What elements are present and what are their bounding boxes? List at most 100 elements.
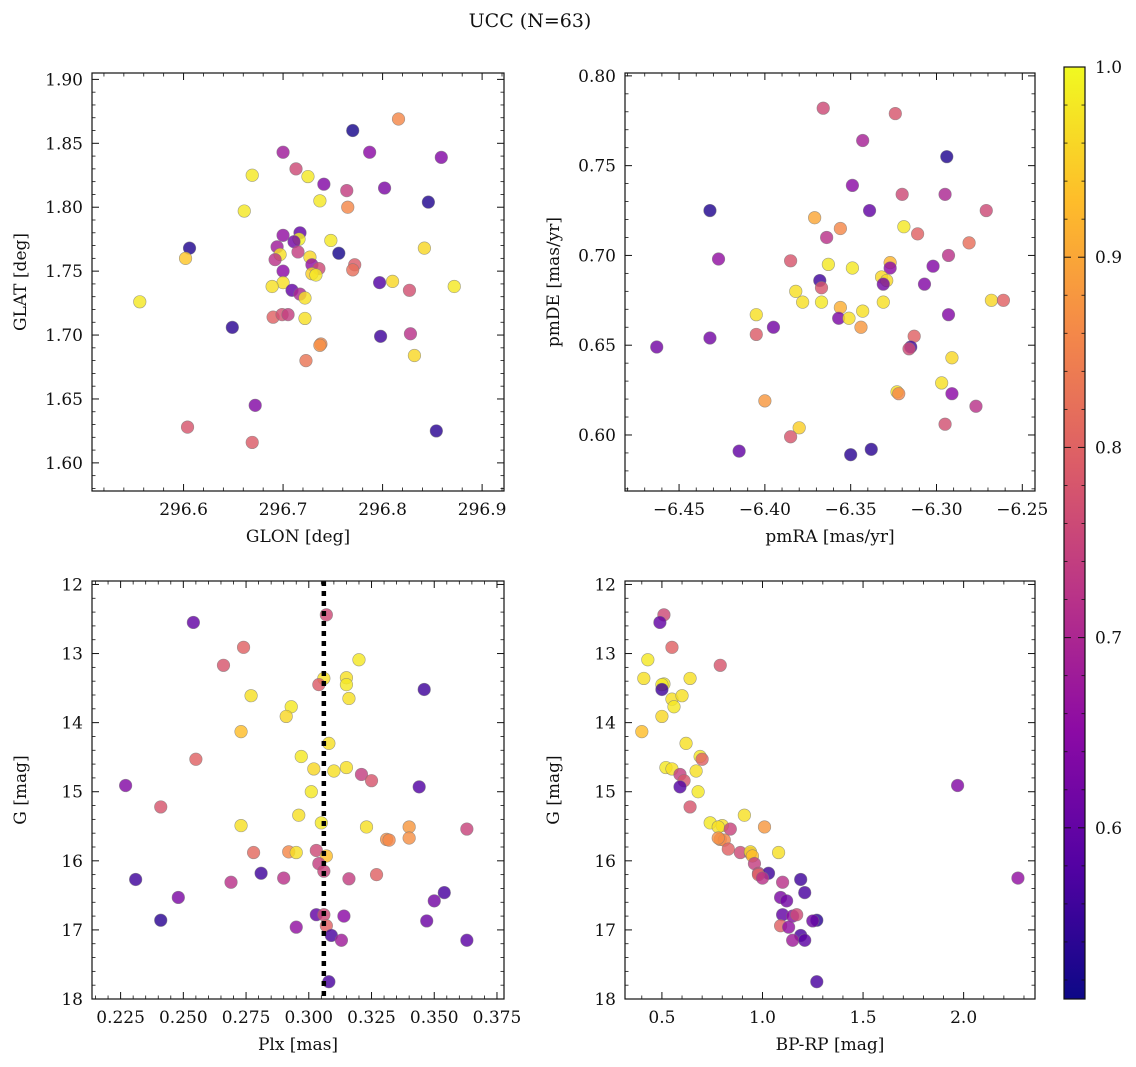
data-point <box>313 338 327 352</box>
data-point <box>737 808 751 822</box>
data-point <box>342 691 356 706</box>
data-point <box>856 304 870 318</box>
data-point <box>655 682 669 697</box>
data-point <box>224 875 238 889</box>
data-point <box>862 203 877 218</box>
data-point <box>225 320 239 334</box>
data-point <box>876 277 890 291</box>
y-tick-label: 0.75 <box>578 157 616 177</box>
y-tick-label: 12 <box>594 575 616 595</box>
data-point <box>339 678 354 692</box>
data-point <box>385 274 400 288</box>
x-tick-label: 0.375 <box>473 1008 522 1028</box>
data-point <box>926 259 940 273</box>
x-tick-label: 0.300 <box>284 1008 333 1028</box>
data-point <box>292 808 306 822</box>
x-tick-label: 296.6 <box>159 500 208 520</box>
data-point <box>245 168 259 182</box>
data-point <box>679 736 693 750</box>
y-tick-label: 13 <box>61 645 83 665</box>
data-point <box>133 295 147 309</box>
data-point <box>1011 871 1025 885</box>
data-point <box>806 914 820 928</box>
data-point <box>938 417 952 431</box>
x-tick-label: −6.45 <box>653 500 705 520</box>
x-tick-label: 296.7 <box>259 500 308 520</box>
data-point <box>888 106 902 121</box>
x-tick-label: 0.225 <box>96 1008 145 1028</box>
data-point <box>945 387 959 401</box>
data-point <box>856 133 870 148</box>
data-point <box>304 785 318 799</box>
data-point <box>180 420 195 434</box>
data-point <box>713 658 727 672</box>
y-tick-label: 12 <box>61 575 83 595</box>
y-axis-label: GLAT [deg] <box>11 233 31 331</box>
data-point <box>917 277 932 291</box>
data-point <box>299 354 313 368</box>
data-point <box>683 800 697 814</box>
x-tick-label: 2.0 <box>950 1008 977 1028</box>
scatter-points <box>119 608 474 989</box>
data-point <box>711 831 725 845</box>
data-point <box>186 615 200 630</box>
data-point <box>265 279 279 294</box>
scatter-points <box>650 101 1011 462</box>
y-tick-label: 1.75 <box>45 262 83 282</box>
scatter-points <box>635 608 1025 989</box>
panel-pmra-pmde: −6.45 −6.40 −6.35 −6.30 −6.25 0.60 0.65 0.70 0.7… <box>544 67 1048 547</box>
y-tick-label: 0.60 <box>578 426 616 446</box>
data-point <box>407 348 422 363</box>
data-point <box>237 204 251 218</box>
data-point <box>402 820 416 834</box>
x-axis-label: pmRA [mas/yr] <box>765 527 894 547</box>
y-tick-label: 15 <box>594 783 616 803</box>
data-point <box>635 725 649 739</box>
x-axis-label: GLON [deg] <box>246 527 350 547</box>
data-point <box>695 752 709 766</box>
data-point <box>373 276 387 290</box>
data-point <box>346 263 360 277</box>
data-point <box>723 822 737 836</box>
data-point <box>766 320 781 334</box>
data-point <box>291 245 305 259</box>
data-point <box>352 653 366 667</box>
data-point <box>216 658 231 672</box>
data-point <box>771 845 786 860</box>
colorbar-tick-label: 0.9 <box>1095 248 1122 268</box>
y-tick-label: 17 <box>61 921 83 941</box>
data-point <box>402 831 416 845</box>
data-point <box>317 177 331 191</box>
data-point <box>653 615 667 630</box>
data-point <box>810 975 824 989</box>
data-point <box>883 261 897 275</box>
axes-frame <box>91 580 505 1000</box>
data-point <box>447 279 461 294</box>
x-axis-label: BP-RP [mag] <box>776 1035 885 1055</box>
data-point <box>298 311 312 326</box>
colorbar-fill <box>1063 66 1086 1000</box>
data-point <box>941 248 956 263</box>
y-tick-label: 1.60 <box>45 454 83 474</box>
data-point <box>307 762 321 776</box>
y-tick-label: 14 <box>61 714 83 734</box>
data-point <box>996 293 1011 307</box>
data-point <box>897 220 911 234</box>
y-tick-label: 13 <box>594 645 616 665</box>
data-point <box>711 252 726 266</box>
y-tick-label: 1.70 <box>45 326 83 346</box>
data-point <box>821 257 835 272</box>
data-point <box>798 885 812 900</box>
data-point <box>236 640 251 654</box>
data-point <box>276 228 290 242</box>
data-point <box>864 442 878 456</box>
data-point <box>792 421 806 435</box>
x-tick-label: 296.9 <box>458 500 507 520</box>
x-tick-label: 0.5 <box>648 1008 675 1028</box>
data-point <box>784 254 798 268</box>
data-point <box>816 101 830 115</box>
x-tick-label: −6.25 <box>996 500 1048 520</box>
data-point <box>268 253 282 267</box>
data-point <box>790 908 804 922</box>
